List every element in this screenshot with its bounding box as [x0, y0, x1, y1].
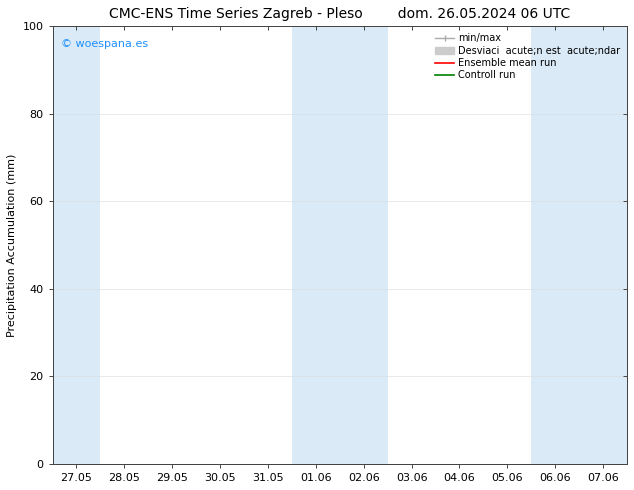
Bar — [53, 26, 100, 464]
Bar — [292, 26, 387, 464]
Y-axis label: Precipitation Accumulation (mm): Precipitation Accumulation (mm) — [7, 153, 17, 337]
Text: © woespana.es: © woespana.es — [61, 39, 148, 49]
Title: CMC-ENS Time Series Zagreb - Pleso        dom. 26.05.2024 06 UTC: CMC-ENS Time Series Zagreb - Pleso dom. … — [109, 7, 571, 21]
Legend: min/max, Desviaci  acute;n est  acute;ndar, Ensemble mean run, Controll run: min/max, Desviaci acute;n est acute;ndar… — [433, 31, 622, 82]
Bar — [531, 26, 627, 464]
